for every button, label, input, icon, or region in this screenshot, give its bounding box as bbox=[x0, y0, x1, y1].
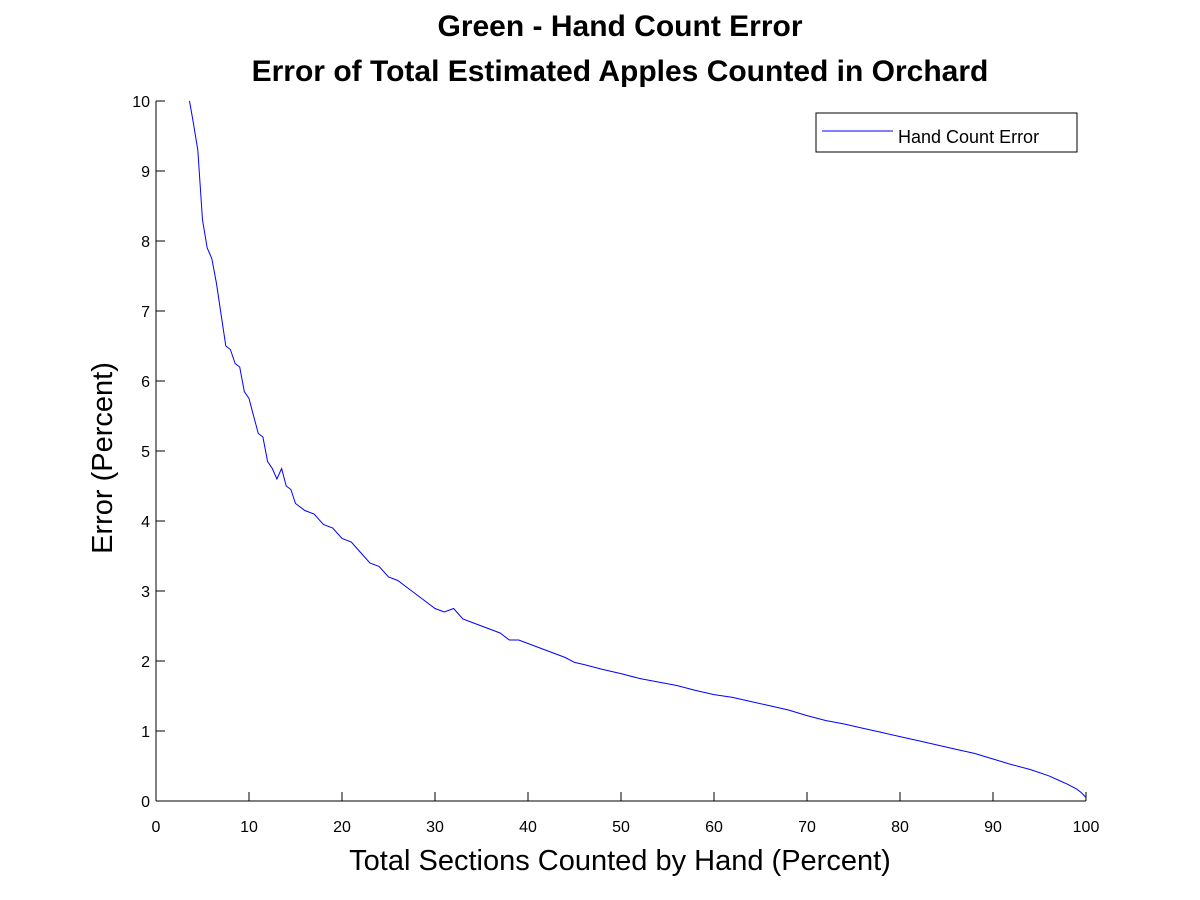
chart-subtitle: Error of Total Estimated Apples Counted … bbox=[252, 55, 989, 88]
y-tick-label: 6 bbox=[141, 374, 150, 391]
x-tick-label: 60 bbox=[705, 819, 723, 836]
y-axis-label: Error (Percent) bbox=[87, 362, 119, 554]
y-tick-label: 3 bbox=[141, 584, 150, 601]
x-tick-label: 80 bbox=[891, 819, 909, 836]
legend: Hand Count Error bbox=[815, 112, 1078, 153]
legend-box bbox=[815, 112, 1078, 153]
y-tick-label: 2 bbox=[141, 654, 150, 671]
x-axis-label: Total Sections Counted by Hand (Percent) bbox=[349, 845, 891, 877]
x-tick-label: 90 bbox=[984, 819, 1002, 836]
y-axis-ticks: 0 1 2 3 4 5 6 7 8 9 10 bbox=[132, 94, 165, 811]
legend-label: Hand Count Error bbox=[898, 127, 1039, 147]
x-axis-ticks: 0 10 20 30 40 50 60 70 80 90 100 bbox=[152, 792, 1100, 836]
x-tick-label: 40 bbox=[519, 819, 537, 836]
x-tick-label: 50 bbox=[612, 819, 630, 836]
y-tick-label: 9 bbox=[141, 164, 150, 181]
x-tick-label: 10 bbox=[240, 819, 258, 836]
series-line-hand-count-error bbox=[189, 100, 1087, 798]
y-tick-label: 5 bbox=[141, 444, 150, 461]
x-tick-label: 0 bbox=[152, 819, 161, 836]
y-tick-label: 0 bbox=[141, 794, 150, 811]
x-tick-label: 30 bbox=[426, 819, 444, 836]
y-tick-label: 8 bbox=[141, 234, 150, 251]
x-tick-label: 20 bbox=[333, 819, 351, 836]
y-tick-label: 7 bbox=[141, 304, 150, 321]
x-tick-label: 70 bbox=[798, 819, 816, 836]
y-tick-label: 4 bbox=[141, 514, 150, 531]
y-tick-label: 10 bbox=[132, 94, 150, 111]
chart-title: Green - Hand Count Error bbox=[437, 10, 802, 43]
x-tick-label: 100 bbox=[1073, 819, 1100, 836]
y-tick-label: 1 bbox=[141, 724, 150, 741]
plot-area bbox=[156, 101, 1086, 801]
